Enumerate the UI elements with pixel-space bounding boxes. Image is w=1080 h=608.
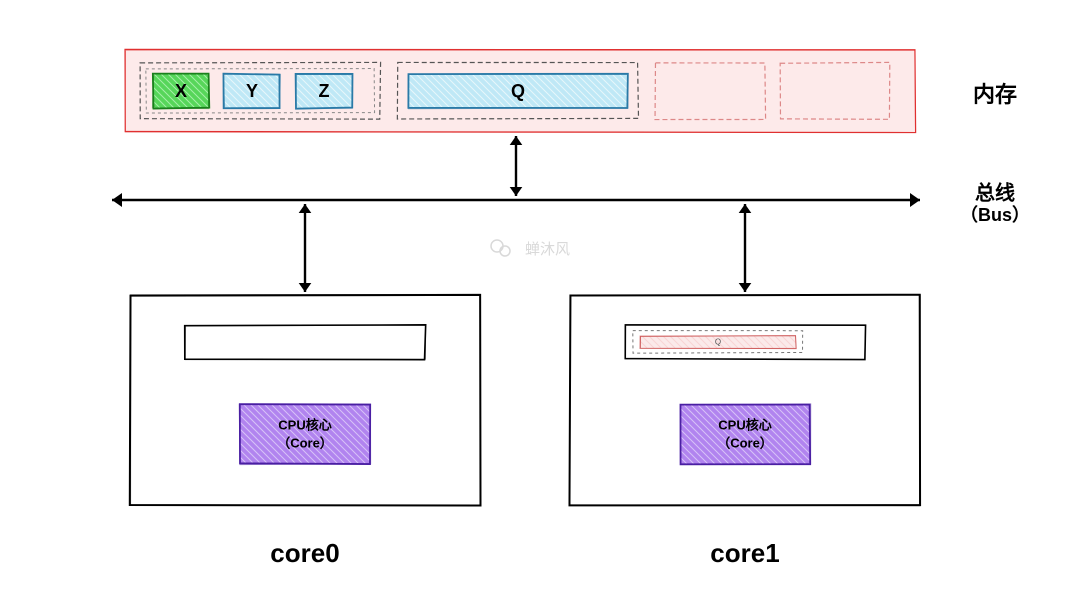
memory-cell-q: Q xyxy=(408,74,628,109)
svg-text:蝉沐风: 蝉沐风 xyxy=(525,241,570,258)
arrow-mem-bus xyxy=(510,136,523,196)
core-caption: core0 xyxy=(270,538,339,568)
arrow-core0-bus xyxy=(299,204,312,292)
memory-cell-label: Y xyxy=(246,81,258,101)
cache-cell-q: Q xyxy=(639,336,796,349)
cpu-label-line2: （Core） xyxy=(277,435,333,450)
memory-region: XYZQ xyxy=(125,49,916,132)
memory-cell-y: Y xyxy=(223,74,280,109)
memory-cell-x: X xyxy=(152,74,209,109)
core-caption: core1 xyxy=(710,538,779,568)
memory-cell-label: X xyxy=(175,81,187,101)
bus-label-line1: 总线 xyxy=(975,180,1015,204)
watermark: 蝉沐风 xyxy=(491,240,570,258)
cpu-core-box: CPU核心 （Core） xyxy=(680,404,811,465)
bus-label-line2: （Bus） xyxy=(960,205,1030,225)
memory-cell-z: Z xyxy=(296,74,353,109)
memory-cell-label: Z xyxy=(319,81,330,101)
cpu-label-line2: （Core） xyxy=(717,435,773,450)
core-core1: Q CPU核心 （Core） xyxy=(569,295,920,506)
cpu-label-line1: CPU核心 xyxy=(718,417,771,432)
memory-cell-label: Q xyxy=(511,81,525,101)
memory-label: 内存 xyxy=(973,82,1017,107)
arrow-core1-bus xyxy=(739,204,752,292)
core-core0: CPU核心 （Core） xyxy=(130,294,481,505)
cpu-label-line1: CPU核心 xyxy=(278,417,331,432)
cpu-core-box: CPU核心 （Core） xyxy=(239,404,370,465)
cache-cell-label: Q xyxy=(715,338,721,347)
cache-box xyxy=(185,325,426,360)
